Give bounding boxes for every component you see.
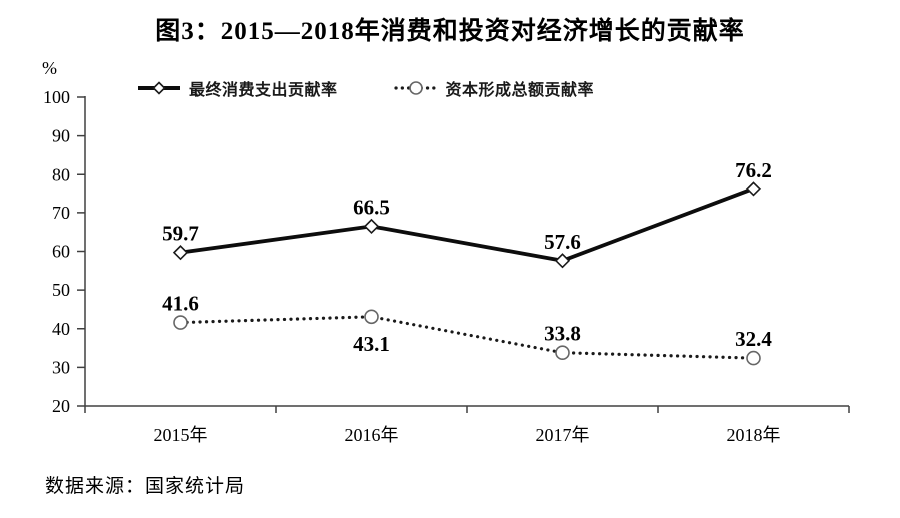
data-point-label: 33.8 (544, 322, 581, 346)
legend-label-capital: 资本形成总额贡献率 (445, 82, 595, 99)
data-point-label: 76.2 (735, 158, 772, 182)
data-point-label: 59.7 (162, 222, 199, 246)
data-point-circle (555, 345, 570, 360)
legend: 最终消费支出贡献率 资本形成总额贡献率 (137, 76, 594, 100)
legend-item-consumption: 最终消费支出贡献率 (137, 76, 338, 100)
y-axis-unit-label: % (42, 58, 57, 78)
y-tick-label: 50 (52, 280, 70, 300)
data-point-circle (173, 315, 188, 330)
data-point-circle (746, 350, 761, 366)
y-tick-label: 80 (52, 164, 70, 184)
series-line-0 (180, 187, 755, 263)
data-point-label: 66.5 (353, 195, 390, 219)
x-category-label: 2018年 (727, 425, 781, 445)
data-point-label: 57.6 (544, 230, 581, 254)
data-point-diamond (172, 245, 189, 261)
y-tick-label: 40 (52, 319, 70, 339)
data-point-diamond (745, 181, 762, 197)
chart-title: 图3：2015—2018年消费和投资对经济增长的贡献率 (155, 18, 745, 45)
series-line-1 (178, 315, 756, 360)
x-category-label: 2017年 (536, 425, 590, 445)
data-point-diamond (363, 218, 380, 235)
x-category-label: 2016年 (345, 425, 399, 445)
x-category-label: 2015年 (154, 425, 208, 445)
solid-diamond-legend-marker (138, 81, 180, 95)
y-tick-label: 90 (52, 126, 70, 146)
y-tick-label: 30 (52, 357, 70, 377)
data-point-diamond (554, 253, 571, 269)
data-source: 数据来源：国家统计局 (45, 476, 246, 497)
dotted-circle-legend-marker (393, 81, 438, 95)
data-point-label: 41.6 (162, 292, 199, 316)
data-point-label: 43.1 (353, 332, 390, 356)
legend-label-consumption: 最终消费支出贡献率 (189, 82, 338, 99)
y-tick-label: 100 (43, 87, 70, 107)
y-tick-label: 70 (52, 203, 70, 223)
legend-item-capital: 资本形成总额贡献率 (393, 76, 595, 100)
y-tick-label: 60 (52, 242, 70, 262)
data-point-circle (364, 309, 379, 325)
data-point-label: 32.4 (735, 327, 772, 351)
y-tick-label: 20 (52, 396, 70, 416)
